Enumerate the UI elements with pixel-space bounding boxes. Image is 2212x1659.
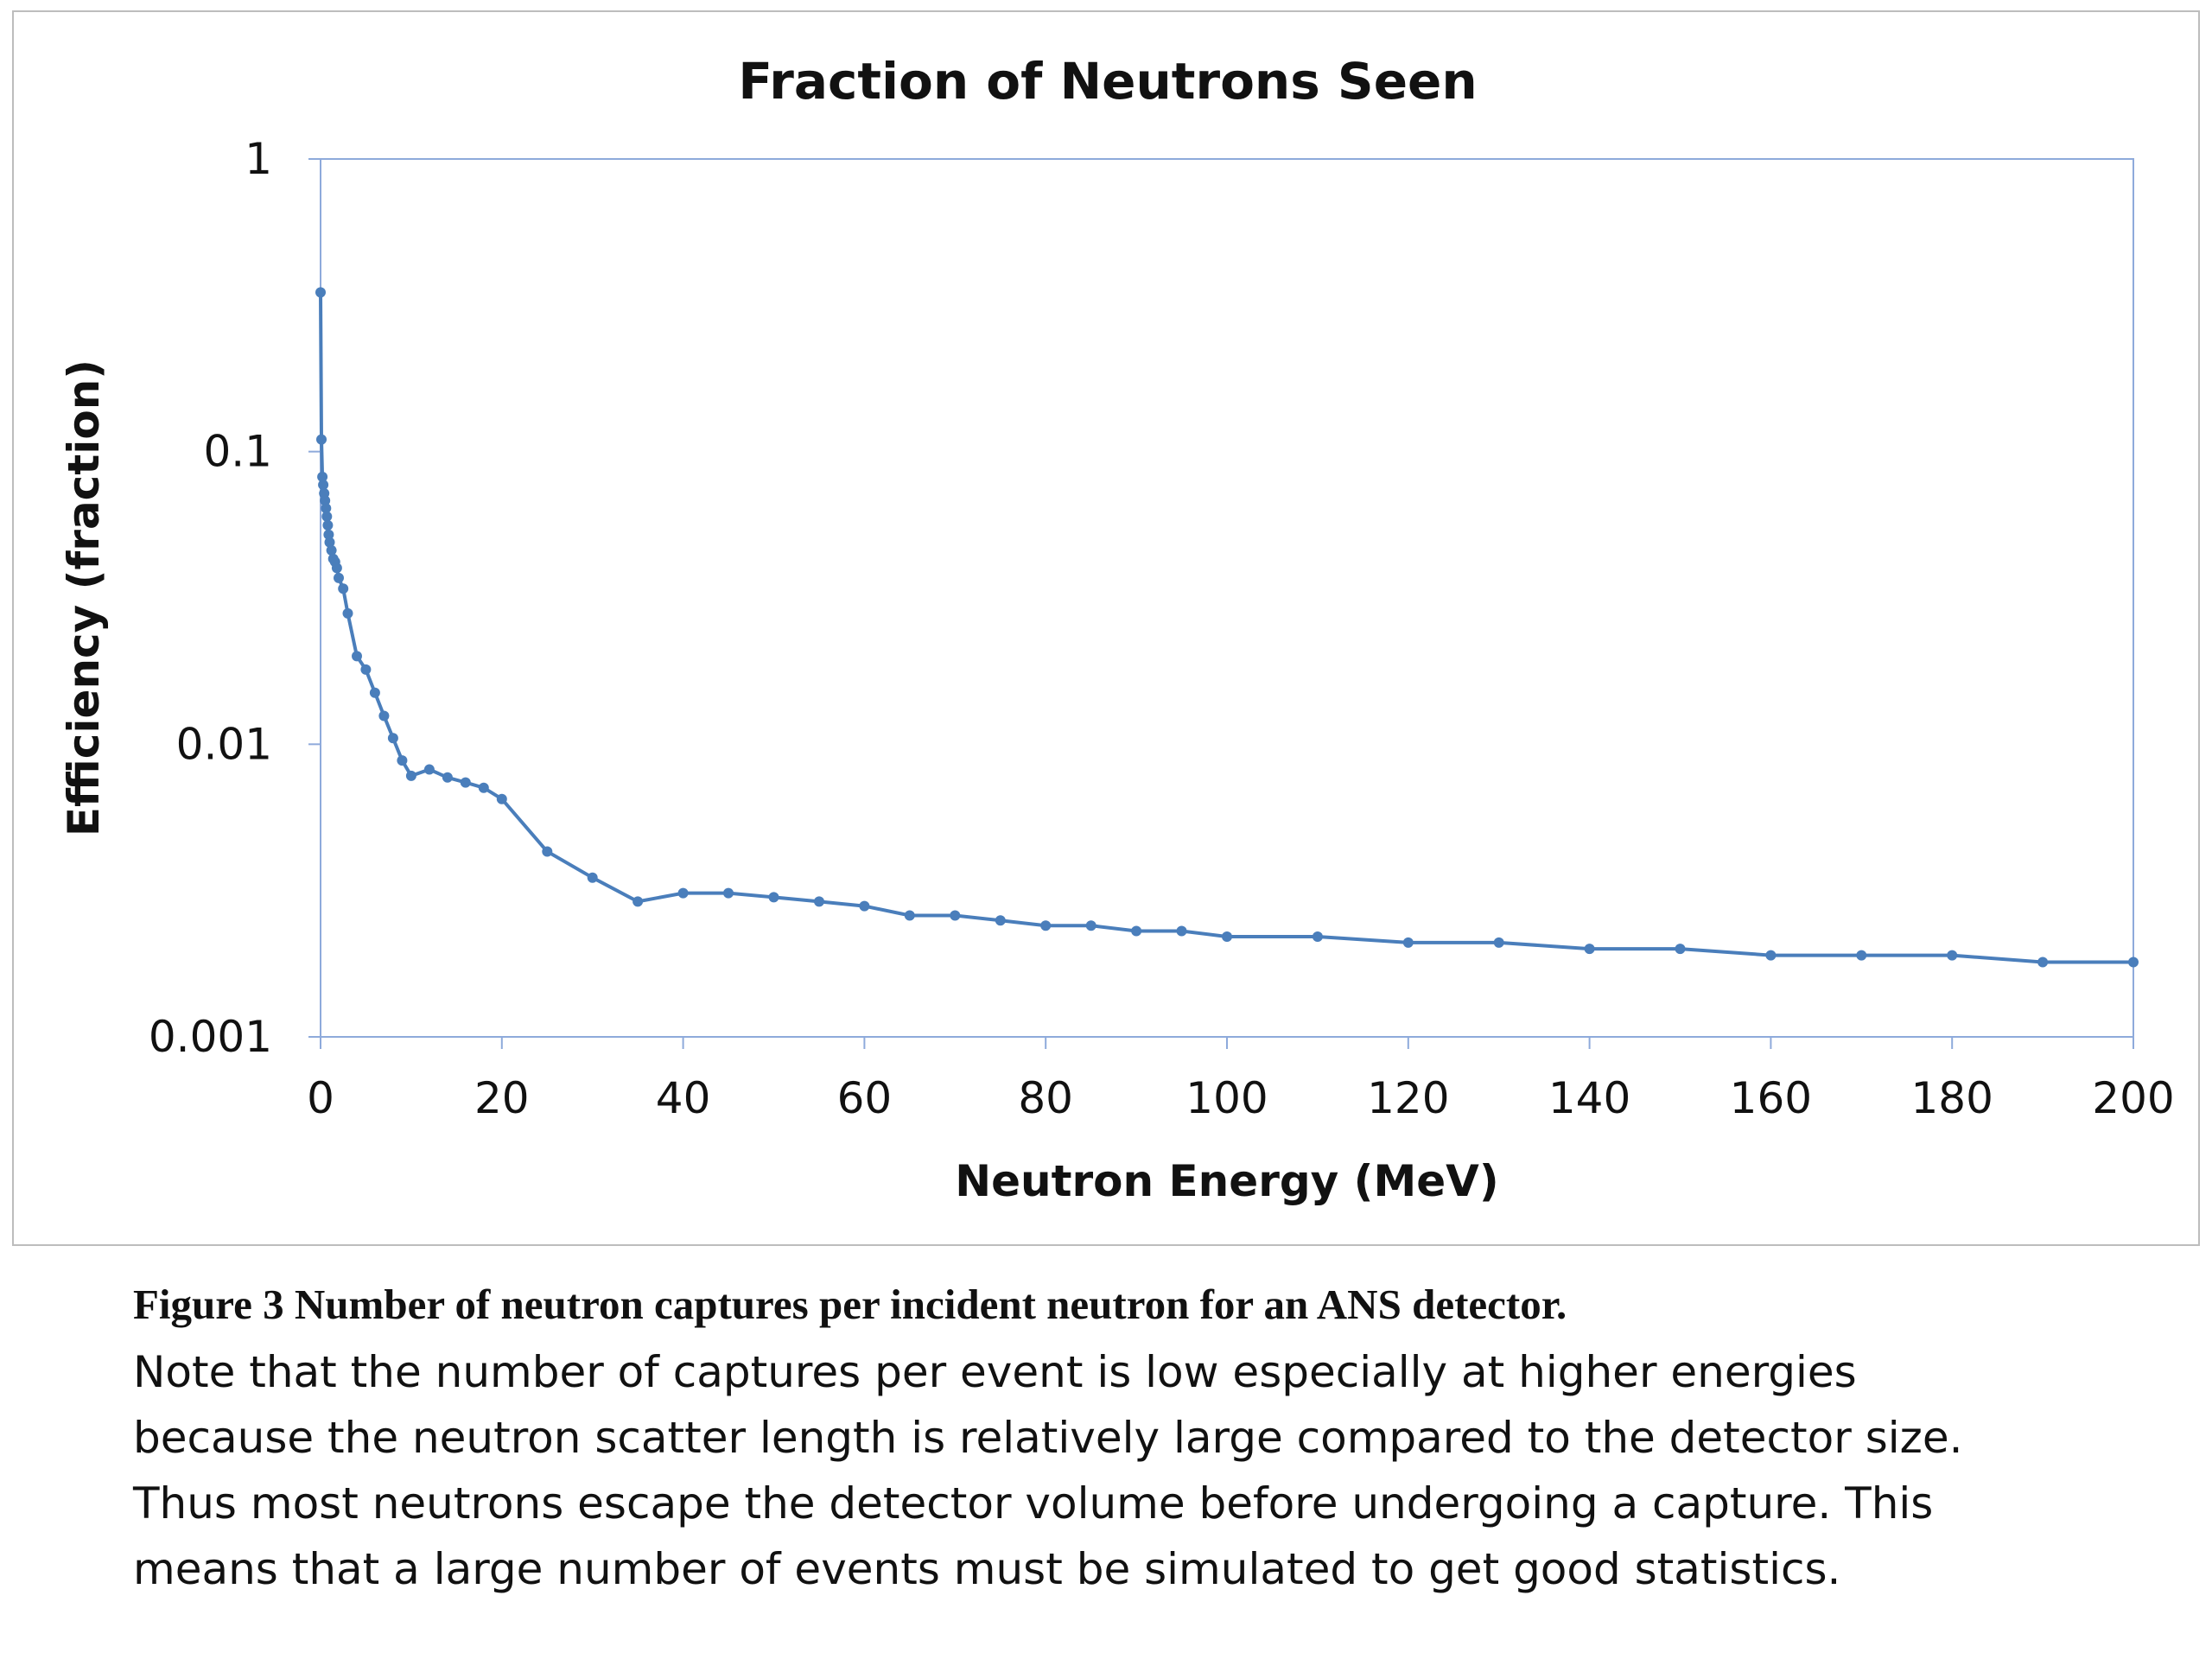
data-point (1856, 950, 1867, 961)
y-tick-label: 0.001 (149, 1012, 272, 1062)
figure-caption: Figure 3 Number of neutron captures per … (133, 1270, 2120, 1602)
data-point (1402, 937, 1414, 948)
caption-heading: Figure 3 Number of neutron captures per … (133, 1281, 1567, 1328)
data-point (317, 471, 328, 482)
data-point (1040, 920, 1052, 931)
x-tick-label: 140 (1548, 1073, 1630, 1123)
caption-line: because the neutron scatter length is re… (133, 1413, 1963, 1463)
caption-line: Thus most neutrons escape the detector v… (133, 1478, 1934, 1529)
data-point (338, 583, 349, 594)
data-point (677, 887, 689, 899)
data-point (442, 772, 453, 783)
data-point (859, 900, 870, 912)
data-point (2128, 957, 2139, 968)
data-point (334, 572, 344, 583)
data-point (950, 910, 961, 921)
data-point (1675, 944, 1686, 955)
data-point (2037, 957, 2049, 968)
series-markers (315, 287, 2139, 968)
data-point (768, 892, 779, 903)
data-point (322, 519, 334, 531)
x-tick-label: 20 (474, 1073, 530, 1123)
data-point (1085, 920, 1096, 931)
x-axis-title: Neutron Energy (MeV) (955, 1156, 1498, 1206)
data-point (405, 770, 416, 781)
data-point (1312, 931, 1323, 942)
data-point (318, 480, 329, 491)
data-point (1584, 944, 1595, 955)
data-point (423, 764, 435, 775)
y-axis: 0.001 0.01 0.1 1 (149, 134, 321, 1062)
data-point (315, 287, 326, 298)
data-point (360, 664, 372, 675)
data-point (321, 511, 333, 522)
data-point (352, 651, 362, 662)
data-point (496, 793, 507, 804)
y-tick-label: 0.01 (176, 719, 272, 769)
y-axis-title: Efficiency (fraction) (59, 359, 109, 836)
y-tick-label: 1 (245, 134, 272, 184)
x-tick-label: 60 (837, 1073, 893, 1123)
data-point (1131, 925, 1142, 937)
data-point (324, 537, 335, 548)
chart: Fraction of Neutrons Seen 0.0010.010.11 … (59, 52, 2175, 1206)
x-tick-label: 180 (1910, 1073, 1993, 1123)
caption-line: Note that the number of captures per eve… (133, 1347, 1857, 1397)
data-point (723, 887, 734, 899)
chart-title: Fraction of Neutrons Seen (738, 52, 1477, 111)
caption-line: means that a large number of events must… (133, 1544, 1841, 1594)
y-tick-label: 0.1 (203, 427, 272, 477)
x-tick-label: 80 (1018, 1073, 1073, 1123)
figure-frame: Fraction of Neutrons Seen 0.001 0.01 0.1 1 … (12, 10, 2200, 1246)
data-point (632, 896, 644, 907)
data-point (1947, 950, 1958, 961)
data-point (460, 777, 471, 788)
data-point (326, 544, 337, 556)
x-tick-label: 200 (2092, 1073, 2174, 1123)
data-point (342, 607, 353, 619)
x-tick-label: 100 (1185, 1073, 1268, 1123)
data-point (387, 733, 398, 744)
data-point (331, 563, 342, 574)
data-point (397, 755, 408, 766)
data-point (995, 915, 1006, 926)
x-tick-label: 120 (1367, 1073, 1449, 1123)
x-tick-label: 40 (656, 1073, 711, 1123)
x-axis: 0 20 40 60 80 100 120 140 160 180 200 (307, 1037, 2175, 1123)
plot-area (320, 158, 2134, 1038)
data-point (320, 495, 331, 506)
data-point (814, 896, 824, 907)
x-tick-label: 160 (1730, 1073, 1812, 1123)
data-point (1222, 931, 1232, 942)
data-point (478, 782, 489, 793)
data-point (369, 687, 380, 698)
data-point (316, 434, 327, 445)
data-point (323, 529, 334, 540)
data-point (1765, 950, 1777, 961)
data-point (904, 910, 915, 921)
series-line (319, 292, 2133, 964)
data-point (587, 872, 598, 883)
data-point (321, 503, 332, 514)
data-point (378, 710, 390, 721)
data-point (1176, 925, 1187, 937)
data-point (542, 846, 553, 857)
x-tick-label: 0 (307, 1073, 334, 1123)
data-point (1493, 937, 1504, 948)
